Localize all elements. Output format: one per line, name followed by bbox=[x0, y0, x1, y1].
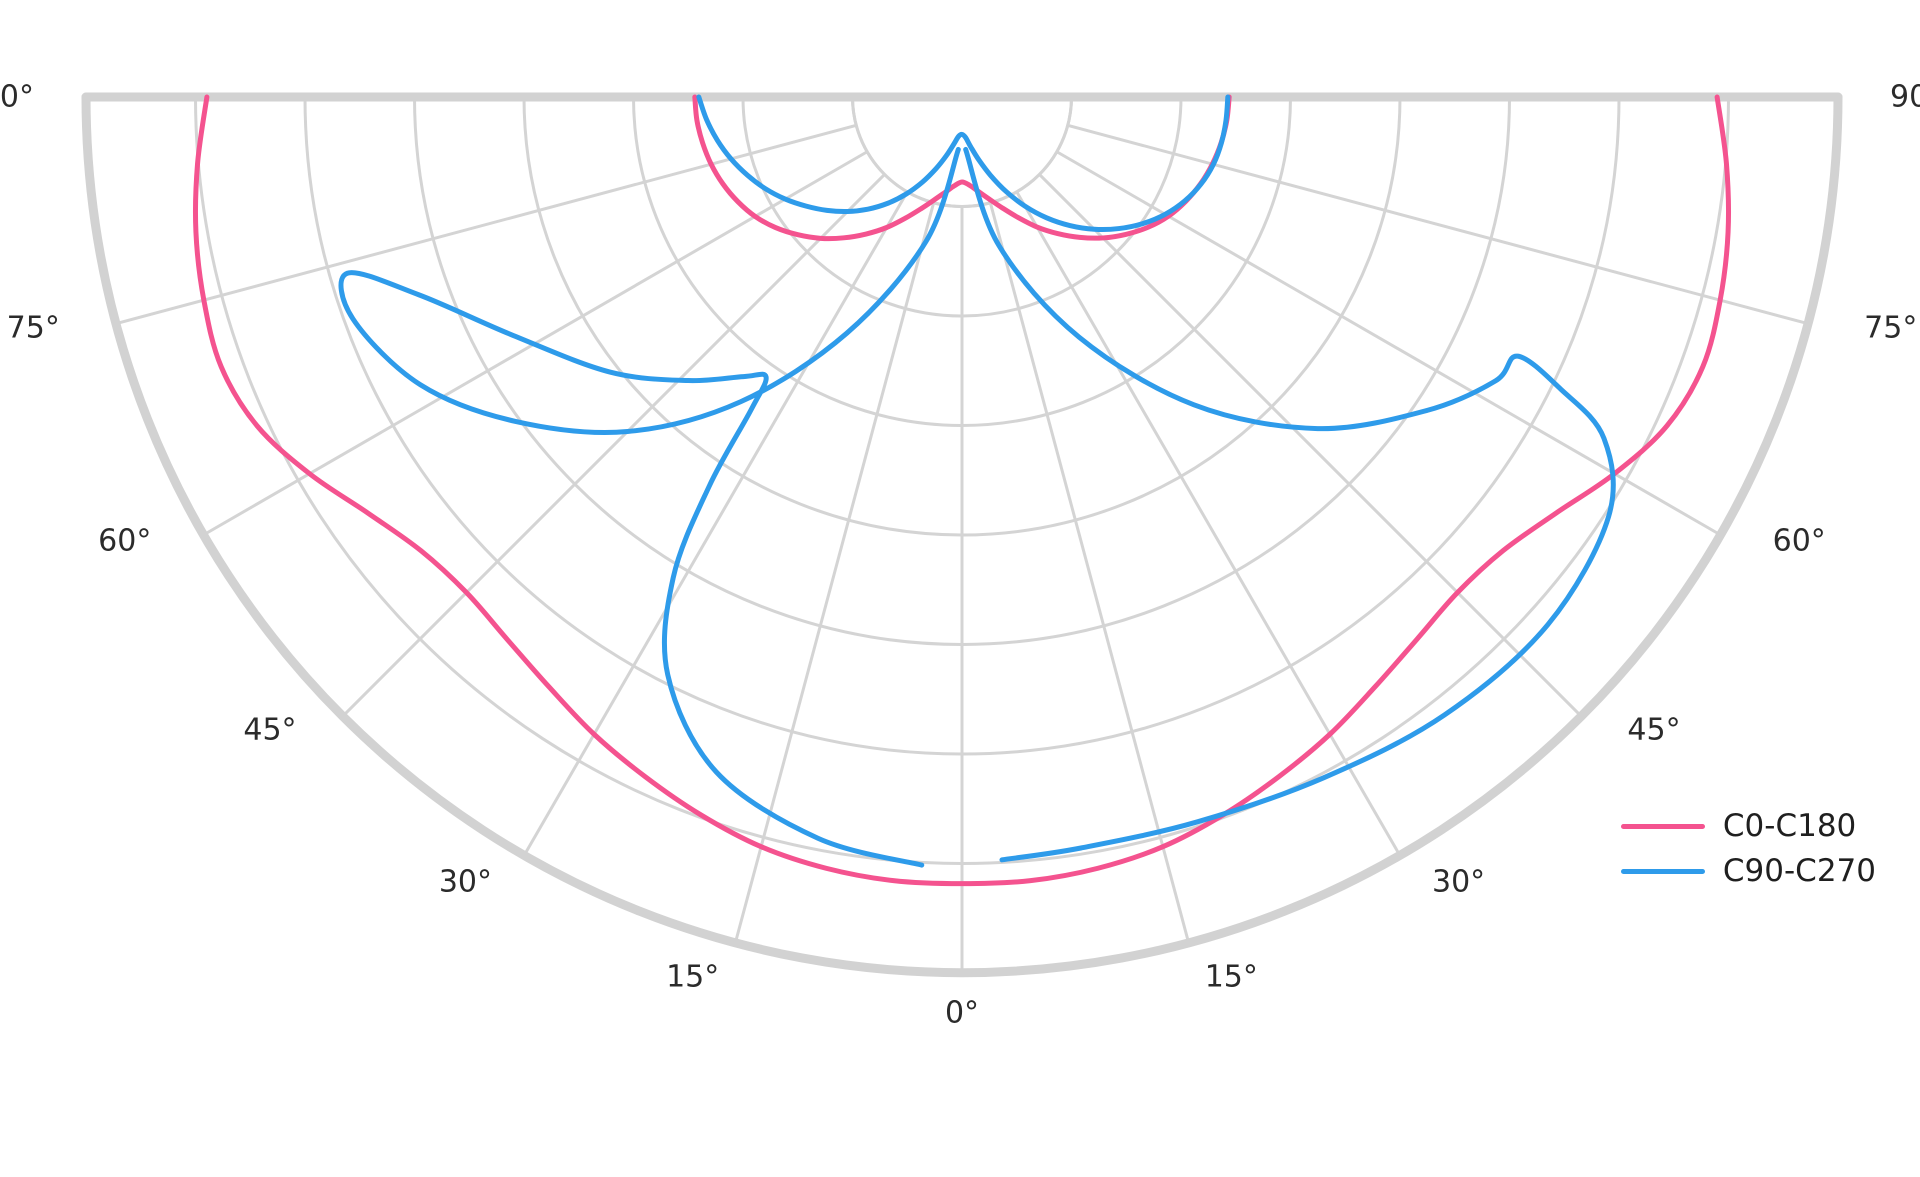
angle-label-left-90: 90° bbox=[0, 79, 34, 115]
angle-label-left-30: 30° bbox=[438, 864, 492, 900]
legend-item-c90-c270[interactable]: C90-C270 bbox=[1620, 853, 1876, 889]
chart-legend: C0-C180 C90-C270 bbox=[1620, 808, 1876, 889]
legend-item-c0-c180[interactable]: C0-C180 bbox=[1620, 808, 1876, 844]
angle-label-center-0: 0° bbox=[944, 995, 980, 1031]
angle-label-right-60: 60° bbox=[1772, 523, 1826, 559]
angle-label-left-45: 45° bbox=[243, 712, 297, 748]
angle-label-right-45: 45° bbox=[1627, 712, 1681, 748]
angle-label-right-75: 75° bbox=[1864, 310, 1918, 346]
angle-label-right-15: 15° bbox=[1204, 959, 1258, 995]
angle-label-left-60: 60° bbox=[98, 523, 152, 559]
angle-label-left-75: 75° bbox=[6, 310, 60, 346]
angular-grid-rays bbox=[115, 96, 1809, 973]
legend-label-c0-c180: C0-C180 bbox=[1722, 808, 1857, 844]
angle-label-right-90: 90° bbox=[1890, 79, 1920, 115]
angle-label-right-30: 30° bbox=[1432, 864, 1486, 900]
legend-label-c90-c270: C90-C270 bbox=[1722, 853, 1876, 889]
legend-swatch-c90-c270 bbox=[1620, 869, 1705, 874]
angle-label-left-15: 15° bbox=[666, 959, 720, 995]
legend-swatch-c0-c180 bbox=[1620, 824, 1705, 829]
outer-boundary-arc bbox=[81, 92, 1843, 978]
data-series-layer bbox=[192, 94, 1732, 887]
